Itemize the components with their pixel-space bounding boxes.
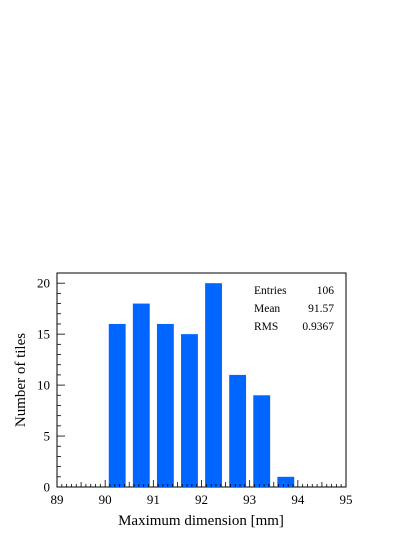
stats-label-mean: Mean (254, 303, 280, 315)
x-axis-title: Maximum dimension [mm] (118, 513, 284, 529)
x-tick-label: 90 (99, 492, 112, 507)
stats-box: Entries 106 Mean 91.57 RMS 0.9367 (254, 285, 334, 333)
stats-label-entries: Entries (254, 285, 287, 297)
stats-label-rms: RMS (254, 321, 278, 333)
bars-group (108, 283, 295, 487)
histogram-bar (156, 323, 174, 487)
x-tick-label: 93 (243, 492, 256, 507)
stats-value-rms: 0.9367 (302, 321, 334, 333)
y-axis-title: Number of tiles (13, 333, 29, 427)
y-axis: 0 5 10 15 20 (37, 272, 65, 495)
histogram-bar (205, 283, 222, 487)
histogram-bar (108, 323, 126, 487)
histogram-bar (132, 303, 150, 487)
stats-value-entries: 106 (317, 285, 335, 297)
plot-frame (56, 272, 347, 488)
y-tick-label: 5 (44, 429, 51, 444)
x-axis: 89 90 91 92 93 94 95 (51, 480, 353, 507)
histogram-bar (181, 334, 198, 487)
x-tick-label: 94 (291, 492, 305, 507)
stats-value-mean: 91.57 (308, 303, 334, 315)
x-tick-label: 92 (195, 492, 208, 507)
histogram-bar (229, 374, 247, 487)
x-tick-label: 95 (340, 492, 353, 507)
y-tick-label: 20 (37, 276, 50, 291)
x-tick-label: 89 (51, 492, 64, 507)
y-tick-label: 15 (37, 327, 50, 342)
y-tick-label: 0 (44, 480, 51, 495)
y-tick-label: 10 (37, 378, 50, 393)
histogram-bar (277, 476, 295, 487)
histogram-bar (253, 395, 271, 487)
x-tick-label: 91 (147, 492, 160, 507)
